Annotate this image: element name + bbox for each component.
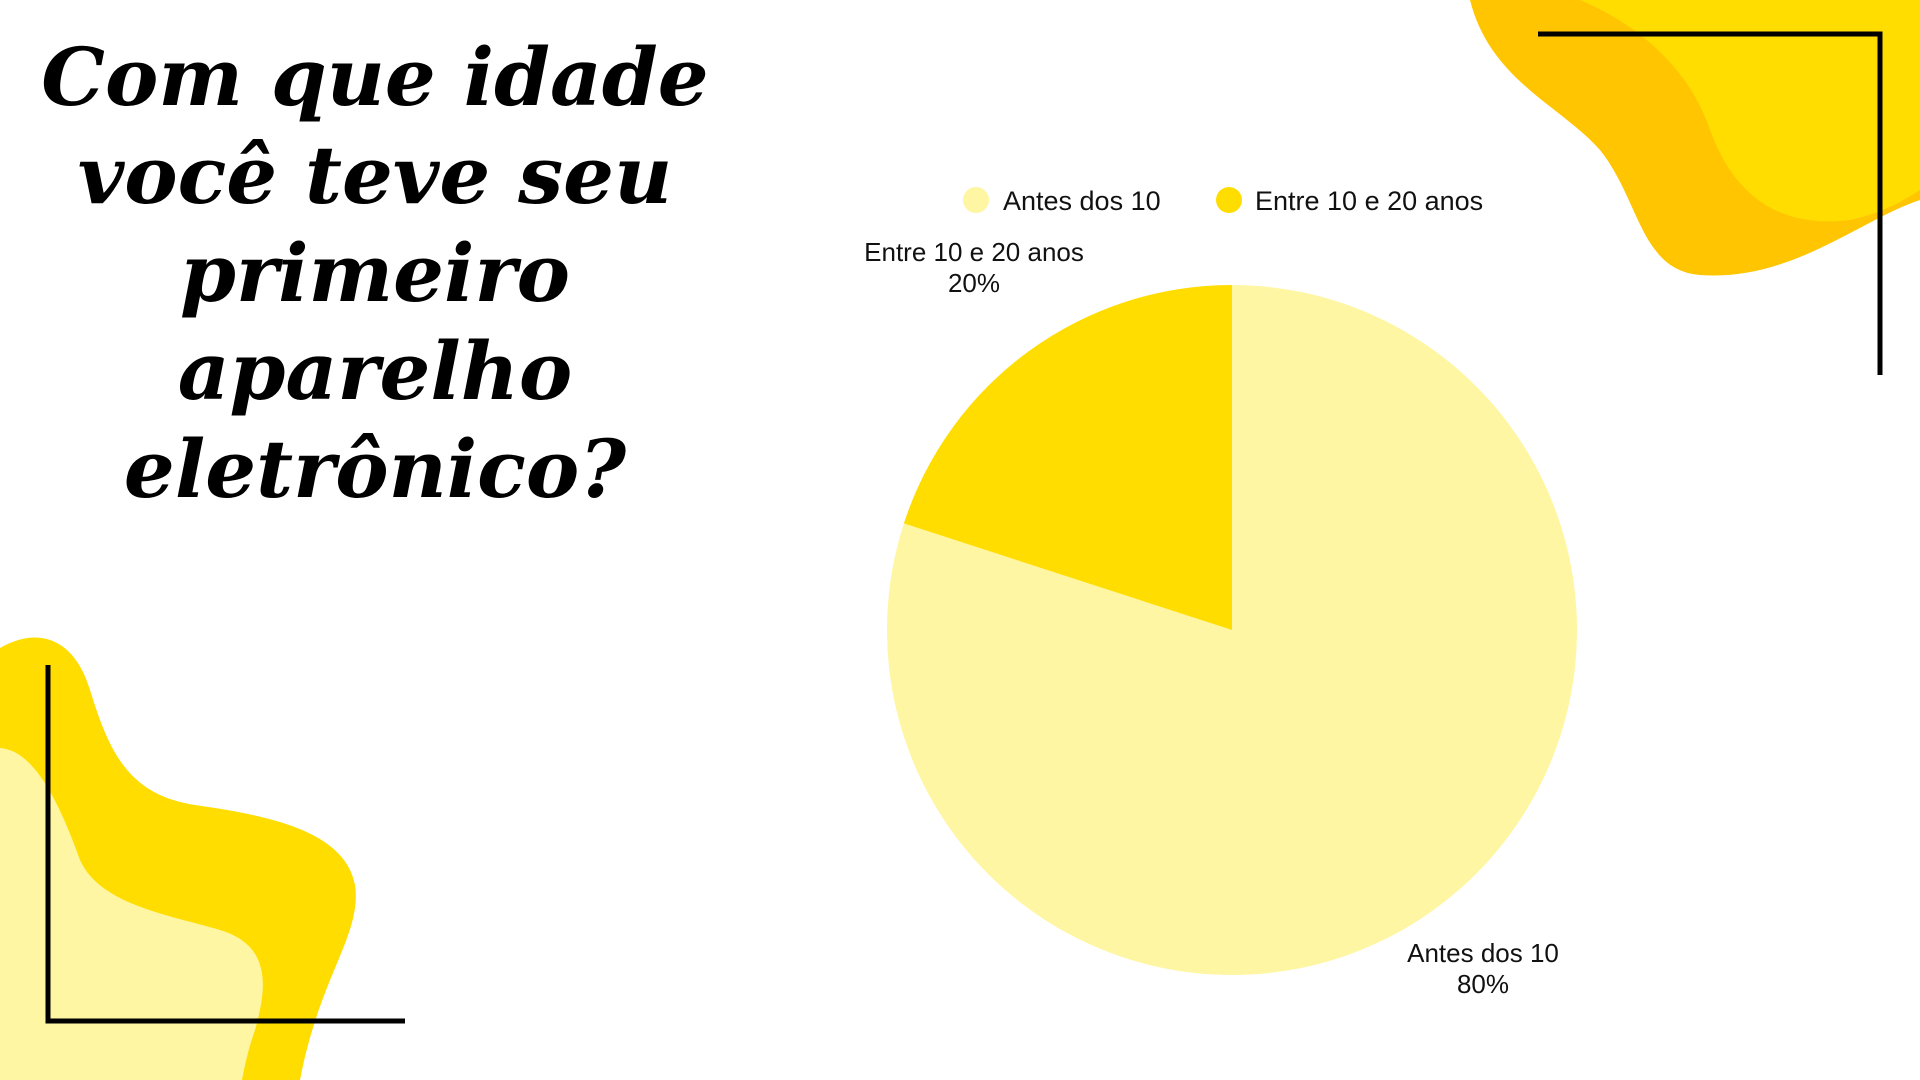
bottom-left-frame-line xyxy=(45,665,405,1024)
legend-swatch-antes-dos-10 xyxy=(963,187,989,213)
legend-swatch-entre-10-e-20-anos xyxy=(1216,187,1242,213)
slice-percent-antes-dos-10: 80% xyxy=(1457,969,1509,999)
legend-label-antes-dos-10: Antes dos 10 xyxy=(1003,186,1161,216)
page-title: Com que idade você teve seu primeiro apa… xyxy=(41,30,709,516)
slice-label-entre-10-e-20-anos: Entre 10 e 20 anos xyxy=(864,237,1084,267)
slice-percent-entre-10-e-20-anos: 20% xyxy=(948,268,1000,298)
pie-slice-entre-10-e-20-anos xyxy=(903,285,1232,630)
slice-label-antes-dos-10: Antes dos 10 xyxy=(1407,938,1559,968)
top-right-blob-yellow xyxy=(1580,0,1920,222)
top-right-frame-line xyxy=(1538,31,1883,375)
legend-label-entre-10-e-20-anos: Entre 10 e 20 anos xyxy=(1255,186,1483,216)
bottom-left-blob-pale xyxy=(0,748,263,1080)
